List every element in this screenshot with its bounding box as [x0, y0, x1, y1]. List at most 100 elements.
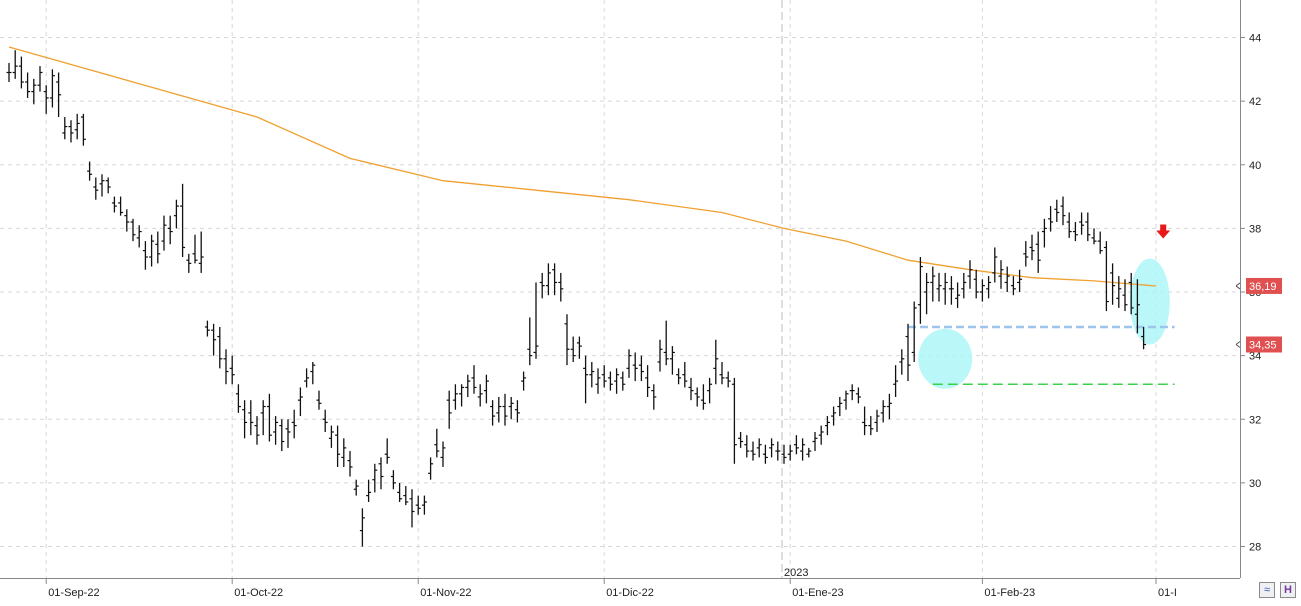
ohlc-bar	[533, 282, 539, 359]
ohlc-bar	[242, 400, 248, 439]
ohlc-bar	[390, 470, 396, 490]
ohlc-bar	[967, 260, 973, 289]
ohlc-bar	[657, 339, 663, 372]
ohlc-bar	[142, 241, 148, 270]
ohlc-bar	[744, 435, 750, 458]
moving-average-line	[8, 46, 1157, 287]
ohlc-bar	[198, 231, 204, 273]
ohlc-bar	[570, 336, 576, 362]
ohlc-bar	[335, 425, 341, 467]
ohlc-bar	[917, 257, 923, 324]
ohlc-bar	[372, 463, 378, 493]
ohlc-bar	[632, 352, 638, 382]
ohlc-bar	[855, 387, 861, 404]
ohlc-bar	[1029, 234, 1035, 261]
ohlc-bar	[874, 409, 880, 432]
ohlc-bar	[862, 406, 868, 436]
ohlc-bar	[756, 438, 762, 458]
ohlc-bar	[124, 209, 130, 232]
ohlc-bar	[161, 215, 167, 251]
year-label: 2023	[784, 567, 808, 579]
ohlc-bar	[502, 393, 508, 426]
ohlc-bar	[1128, 272, 1134, 315]
price-pointer-icon	[1235, 341, 1241, 348]
ohlc-bar	[173, 199, 179, 229]
x-tick-label: 01-Dic-22	[606, 587, 654, 599]
history-icon[interactable]: H	[1280, 582, 1296, 598]
ohlc-bar	[428, 457, 434, 480]
zoom-chart-icon[interactable]: ≈	[1259, 582, 1275, 598]
ohlc-bar	[1122, 279, 1128, 312]
ohlc-bar	[1091, 228, 1097, 245]
ohlc-bar	[1035, 231, 1041, 273]
ohlc-bar	[266, 393, 272, 442]
ohlc-bar	[440, 441, 446, 467]
ohlc-bar	[545, 263, 551, 296]
ohlc-bar	[824, 416, 830, 436]
y-tick-label: 30	[1249, 478, 1261, 490]
highlight-ellipse	[1129, 258, 1170, 345]
ohlc-bar	[99, 174, 105, 197]
ohlc-bar	[638, 355, 644, 382]
x-tick-label: 01-Sep-22	[48, 587, 99, 599]
price-pointer-icon	[1235, 282, 1241, 290]
ohlc-bar	[942, 272, 948, 305]
ohlc-bar	[1085, 212, 1091, 242]
ohlc-bar	[955, 282, 961, 308]
ohlc-bar	[56, 72, 62, 118]
ohlc-bar	[403, 486, 409, 506]
ohlc-bar	[297, 387, 303, 417]
ohlc-bar	[1079, 212, 1085, 235]
ohlc-bar	[186, 253, 192, 273]
ohlc-bar	[645, 365, 651, 397]
ohlc-bar	[341, 438, 347, 467]
y-tick-label: 38	[1249, 223, 1261, 235]
ohlc-bar	[998, 260, 1004, 289]
ohlc-bar	[514, 400, 520, 423]
ohlc-bar	[93, 177, 99, 200]
ohlc-bar	[607, 371, 613, 391]
ohlc-bar	[285, 419, 291, 448]
ohlc-bar	[49, 69, 55, 108]
ohlc-bar	[558, 272, 564, 302]
ohlc-bar	[936, 272, 942, 302]
ohlc-bar	[837, 396, 843, 417]
ohlc-bar	[1072, 222, 1078, 242]
ohlc-bar	[384, 438, 390, 464]
ohlc-bar	[328, 425, 334, 448]
ohlc-bar	[149, 234, 155, 267]
y-tick-label: 34	[1249, 351, 1261, 363]
y-tick-label: 40	[1249, 160, 1261, 172]
ohlc-bar	[452, 384, 458, 410]
ohlc-bar	[651, 384, 657, 410]
ohlc-bar	[539, 272, 545, 299]
ohlc-bar	[415, 495, 421, 515]
ohlc-bar	[973, 269, 979, 299]
ohlc-bar	[1097, 231, 1103, 254]
price-tag-label: 36,19	[1249, 281, 1277, 293]
ohlc-bar	[118, 196, 124, 216]
ohlc-bar	[694, 387, 700, 407]
ohlc-bar	[948, 276, 954, 305]
ohlc-bar	[800, 438, 806, 461]
ohlc-bar	[465, 374, 471, 397]
ohlc-bar	[434, 428, 440, 458]
ohlc-bar	[762, 444, 768, 464]
ohlc-bar	[1041, 218, 1047, 248]
ohlc-bar	[1023, 241, 1029, 267]
ohlc-bar	[62, 117, 68, 140]
ohlc-bar	[688, 377, 694, 401]
ohlc-bar	[1017, 269, 1023, 292]
ohlc-bar	[291, 409, 297, 439]
ohlc-bar	[849, 384, 855, 401]
ohlc-bar	[471, 365, 477, 394]
ohlc-bar	[347, 451, 353, 477]
ohlc-bar	[775, 441, 781, 461]
ohlc-bar	[111, 196, 117, 213]
x-tick-label: 01-Feb-23	[984, 587, 1035, 599]
ohlc-bar	[905, 323, 911, 382]
ohlc-bar	[74, 113, 80, 140]
ohlc-bar	[793, 435, 799, 455]
ohlc-bar	[229, 355, 235, 385]
ohlc-bar	[366, 479, 372, 502]
